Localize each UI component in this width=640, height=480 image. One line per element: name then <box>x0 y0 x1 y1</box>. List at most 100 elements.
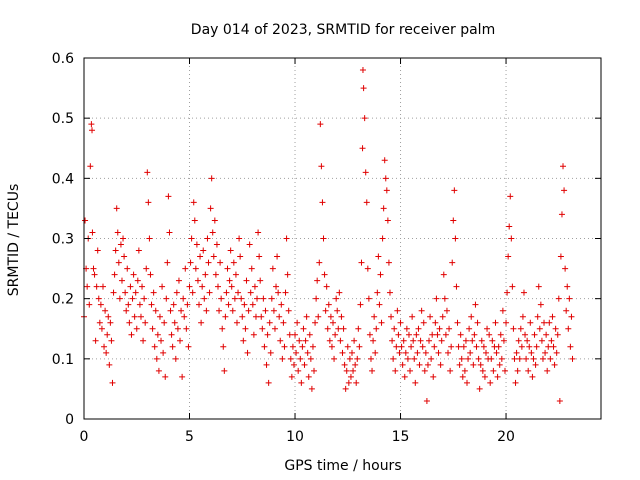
data-point <box>177 337 184 344</box>
data-point <box>514 367 521 374</box>
data-point <box>408 343 415 350</box>
data-point <box>173 289 180 296</box>
data-point <box>557 253 564 260</box>
data-point <box>394 307 401 314</box>
data-point <box>454 319 461 326</box>
data-point <box>449 259 456 266</box>
chart-title: Day 014 of 2023, SRMTID for receiver pal… <box>191 22 495 38</box>
data-point <box>481 373 488 380</box>
data-point <box>114 229 121 236</box>
data-point <box>359 145 366 152</box>
data-point <box>357 301 364 308</box>
data-point <box>236 235 243 242</box>
data-point <box>315 313 322 320</box>
data-point <box>568 313 575 320</box>
data-point <box>478 337 485 344</box>
data-point <box>508 235 515 242</box>
data-point <box>476 385 483 392</box>
data-point <box>495 343 502 350</box>
data-point <box>391 325 398 332</box>
data-point <box>252 313 259 320</box>
data-point <box>241 301 248 308</box>
data-point <box>91 271 98 278</box>
data-point <box>345 379 352 386</box>
data-point <box>259 325 266 332</box>
data-point <box>217 259 224 266</box>
y-axis-label: SRMTID / TECUs <box>6 184 22 297</box>
data-point <box>522 331 529 338</box>
data-point <box>290 361 297 368</box>
data-point <box>567 343 574 350</box>
data-point <box>248 265 255 272</box>
data-point <box>337 337 344 344</box>
data-point <box>520 289 527 296</box>
x-tick-label: 15 <box>392 429 410 445</box>
data-point <box>443 307 450 314</box>
data-point <box>233 319 240 326</box>
data-point <box>174 325 181 332</box>
data-point <box>526 343 533 350</box>
data-point <box>274 253 281 260</box>
data-point <box>216 307 223 314</box>
data-point <box>203 307 210 314</box>
data-point <box>88 121 95 128</box>
data-point <box>543 331 550 338</box>
data-point <box>300 325 307 332</box>
data-point <box>335 325 342 332</box>
data-point <box>396 349 403 356</box>
data-point <box>308 385 315 392</box>
data-point <box>244 349 251 356</box>
data-point <box>547 355 554 362</box>
data-point <box>121 253 128 260</box>
data-point <box>285 307 292 314</box>
data-point <box>419 343 426 350</box>
data-point <box>184 301 191 308</box>
data-point <box>519 313 526 320</box>
data-point <box>378 319 385 326</box>
data-point <box>437 361 444 368</box>
data-point <box>442 331 449 338</box>
data-point <box>102 307 109 314</box>
data-point <box>273 283 280 290</box>
data-point <box>186 283 193 290</box>
data-point <box>95 295 102 302</box>
data-point <box>136 301 143 308</box>
data-point <box>117 241 124 248</box>
data-point <box>249 301 256 308</box>
data-point <box>240 337 247 344</box>
data-point <box>373 325 380 332</box>
data-point <box>509 283 516 290</box>
data-point <box>400 337 407 344</box>
data-point <box>147 271 154 278</box>
data-point <box>371 313 378 320</box>
data-point <box>293 349 300 356</box>
data-point <box>470 361 477 368</box>
data-point <box>265 379 272 386</box>
data-point <box>541 319 548 326</box>
data-point <box>115 259 122 266</box>
data-point <box>347 373 354 380</box>
data-point <box>389 337 396 344</box>
data-point <box>167 307 174 314</box>
data-point <box>367 355 374 362</box>
data-point <box>129 295 136 302</box>
data-point <box>271 325 278 332</box>
data-point <box>130 271 137 278</box>
data-point <box>546 319 553 326</box>
data-point <box>222 313 229 320</box>
data-point <box>480 343 487 350</box>
data-point <box>144 169 151 176</box>
data-point <box>180 295 187 302</box>
data-point <box>333 295 340 302</box>
data-point <box>154 331 161 338</box>
data-point <box>324 325 331 332</box>
data-point <box>366 331 373 338</box>
data-point <box>440 271 447 278</box>
data-point <box>205 259 212 266</box>
data-point <box>246 241 253 248</box>
data-point <box>353 379 360 386</box>
data-point <box>141 295 148 302</box>
data-point <box>376 301 383 308</box>
data-point <box>412 379 419 386</box>
